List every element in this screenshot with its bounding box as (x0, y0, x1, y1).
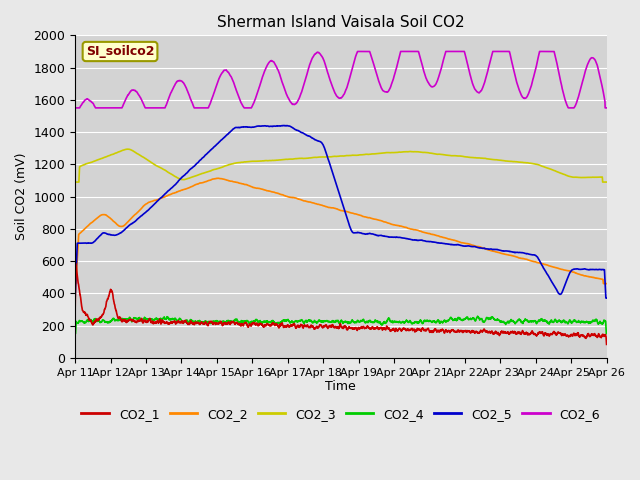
Title: Sherman Island Vaisala Soil CO2: Sherman Island Vaisala Soil CO2 (217, 15, 465, 30)
X-axis label: Time: Time (326, 380, 356, 393)
Legend: CO2_1, CO2_2, CO2_3, CO2_4, CO2_5, CO2_6: CO2_1, CO2_2, CO2_3, CO2_4, CO2_5, CO2_6 (76, 403, 605, 426)
Text: SI_soilco2: SI_soilco2 (86, 45, 154, 58)
Y-axis label: Soil CO2 (mV): Soil CO2 (mV) (15, 153, 28, 240)
